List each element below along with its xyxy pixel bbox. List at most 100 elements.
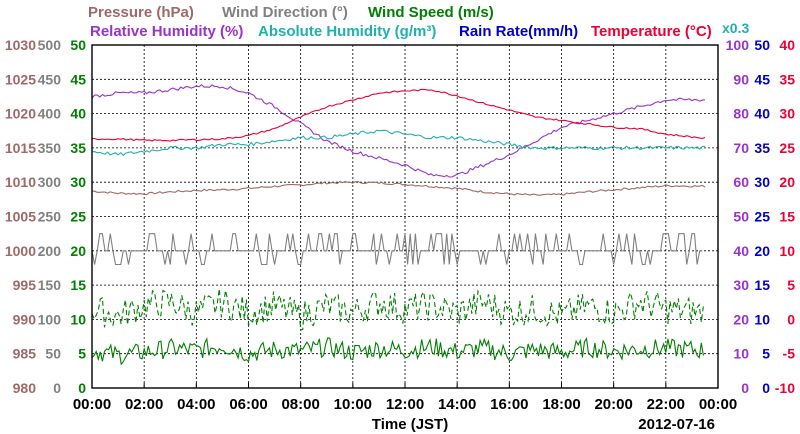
- humidity-tick-label: 30: [733, 277, 749, 293]
- wind-speed-tick-label: 5: [78, 346, 86, 362]
- temperature-tick-label: -5: [783, 346, 796, 362]
- wind-direction-tick-label: 300: [38, 174, 62, 190]
- series-wind-direction: [91, 233, 703, 266]
- x-tick-label: 20:00: [594, 396, 632, 413]
- wind-speed-tick-label: 50: [70, 37, 86, 53]
- legend-wind-direction: Wind Direction (°): [222, 4, 348, 21]
- plot-frame: [91, 44, 719, 389]
- x-axis-label: Time (JST): [372, 416, 448, 433]
- plot-area: 00:00 02:00 04:00 06:00 08:00 10:00 12:00 14:00…: [5, 37, 795, 413]
- rain-rate-tick-label: 25: [754, 209, 770, 225]
- wind-speed-tick-label: 0: [78, 380, 86, 396]
- rain-rate-tick-label: 35: [754, 140, 770, 156]
- rain-rate-tick-label: 45: [754, 71, 770, 87]
- wind-speed-tick-label: 30: [70, 174, 86, 190]
- rain-rate-tick-label: 30: [754, 174, 770, 190]
- x-tick-label: 02:00: [125, 396, 163, 413]
- humidity-tick-label: 70: [733, 140, 749, 156]
- series-pressure-hpa: [91, 180, 706, 196]
- pressure-tick-label: 1020: [5, 106, 36, 122]
- wind-direction-tick-label: 450: [38, 71, 62, 87]
- series-wind-speed-m-s: [91, 337, 704, 366]
- temperature-tick-label: 15: [779, 209, 795, 225]
- rain-rate-tick-label: 5: [762, 346, 770, 362]
- wind-direction-tick-label: 250: [38, 209, 62, 225]
- pressure-tick-label: 985: [13, 346, 37, 362]
- series-relative-humidity: [91, 83, 706, 178]
- wind-direction-tick-label: 500: [38, 37, 62, 53]
- wind-speed-tick-label: 40: [70, 106, 86, 122]
- pressure-tick-label: 1010: [5, 174, 36, 190]
- legend-wind-speed: Wind Speed (m/s): [368, 4, 494, 21]
- wind-speed-tick-label: 20: [70, 243, 86, 259]
- pressure-tick-label: 1025: [5, 71, 36, 87]
- wind-direction-tick-label: 50: [45, 346, 61, 362]
- temperature-tick-label: 0: [787, 311, 795, 327]
- humidity-tick-label: 80: [733, 106, 749, 122]
- wind-direction-tick-label: 350: [38, 140, 62, 156]
- x-tick-label: 14:00: [438, 396, 476, 413]
- humidity-tick-label: 60: [733, 174, 749, 190]
- rain-rate-tick-label: 40: [754, 106, 770, 122]
- wind-speed-tick-label: 15: [70, 277, 86, 293]
- rain-rate-tick-label: 15: [754, 277, 770, 293]
- x-tick-label: 00:00: [699, 396, 737, 413]
- legend-absolute-humidity: Absolute Humidity (g/m³): [258, 23, 436, 40]
- pressure-tick-label: 1015: [5, 140, 36, 156]
- x-tick-label: 10:00: [334, 396, 372, 413]
- temperature-tick-label: 20: [779, 174, 795, 190]
- wind-speed-tick-label: 10: [70, 311, 86, 327]
- legend-humidity: Relative Humidity (%): [90, 23, 243, 40]
- chart-legend: Pressure (hPa) Wind Direction (°) Wind S…: [88, 4, 749, 40]
- wind-direction-tick-label: 400: [38, 106, 62, 122]
- temperature-tick-label: 25: [779, 140, 795, 156]
- x-tick-label: 16:00: [490, 396, 528, 413]
- wind-direction-tick-label: 0: [53, 380, 61, 396]
- series-temperature-c: [92, 88, 706, 142]
- humidity-tick-label: 0: [741, 380, 749, 396]
- wind-direction-tick-label: 200: [38, 243, 62, 259]
- x-tick-label: 04:00: [177, 396, 215, 413]
- pressure-tick-label: 1005: [5, 209, 36, 225]
- x-tick-label: 18:00: [542, 396, 580, 413]
- pressure-tick-label: 1030: [5, 37, 36, 53]
- legend-temperature: Temperature (°C): [591, 23, 712, 40]
- temperature-tick-label: 5: [787, 277, 795, 293]
- wind-direction-tick-label: 100: [38, 311, 62, 327]
- humidity-tick-label: 10: [733, 346, 749, 362]
- temperature-tick-label: 10: [779, 243, 795, 259]
- series-absolute-humidity-g-m: [91, 129, 705, 157]
- legend-rain-rate: Rain Rate(mm/h): [459, 23, 578, 40]
- rain-rate-tick-label: 10: [754, 311, 770, 327]
- wind-speed-tick-label: 35: [70, 140, 86, 156]
- x-tick-label: 06:00: [229, 396, 267, 413]
- chart-date: 2012-07-16: [638, 416, 715, 433]
- rain-rate-tick-label: 0: [762, 380, 770, 396]
- x-tick-label: 22:00: [647, 396, 685, 413]
- pressure-tick-label: 1000: [5, 243, 36, 259]
- pressure-tick-label: 995: [13, 277, 37, 293]
- humidity-tick-label: 50: [733, 209, 749, 225]
- x-tick-label: 12:00: [386, 396, 424, 413]
- humidity-tick-label: 40: [733, 243, 749, 259]
- humidity-tick-label: 90: [733, 71, 749, 87]
- temperature-tick-label: 30: [779, 106, 795, 122]
- wind-speed-tick-label: 45: [70, 71, 86, 87]
- rain-rate-tick-label: 20: [754, 243, 770, 259]
- pressure-tick-label: 980: [13, 380, 37, 396]
- series-wind-speed-gust-m-s: [91, 288, 704, 331]
- wind-direction-tick-label: 150: [38, 277, 62, 293]
- pressure-tick-label: 990: [13, 311, 37, 327]
- x-tick-label: 08:00: [281, 396, 319, 413]
- x-tick-label: 00:00: [73, 396, 111, 413]
- legend-pressure: Pressure (hPa): [88, 4, 194, 21]
- temperature-tick-label: 40: [779, 37, 795, 53]
- temperature-tick-label: -10: [775, 380, 795, 396]
- humidity-tick-label: 20: [733, 311, 749, 327]
- absolute-humidity-scale-note: x0.3: [722, 20, 749, 36]
- humidity-tick-label: 100: [726, 37, 750, 53]
- temperature-tick-label: 35: [779, 71, 795, 87]
- wind-speed-tick-label: 25: [70, 209, 86, 225]
- rain-rate-tick-label: 50: [754, 37, 770, 53]
